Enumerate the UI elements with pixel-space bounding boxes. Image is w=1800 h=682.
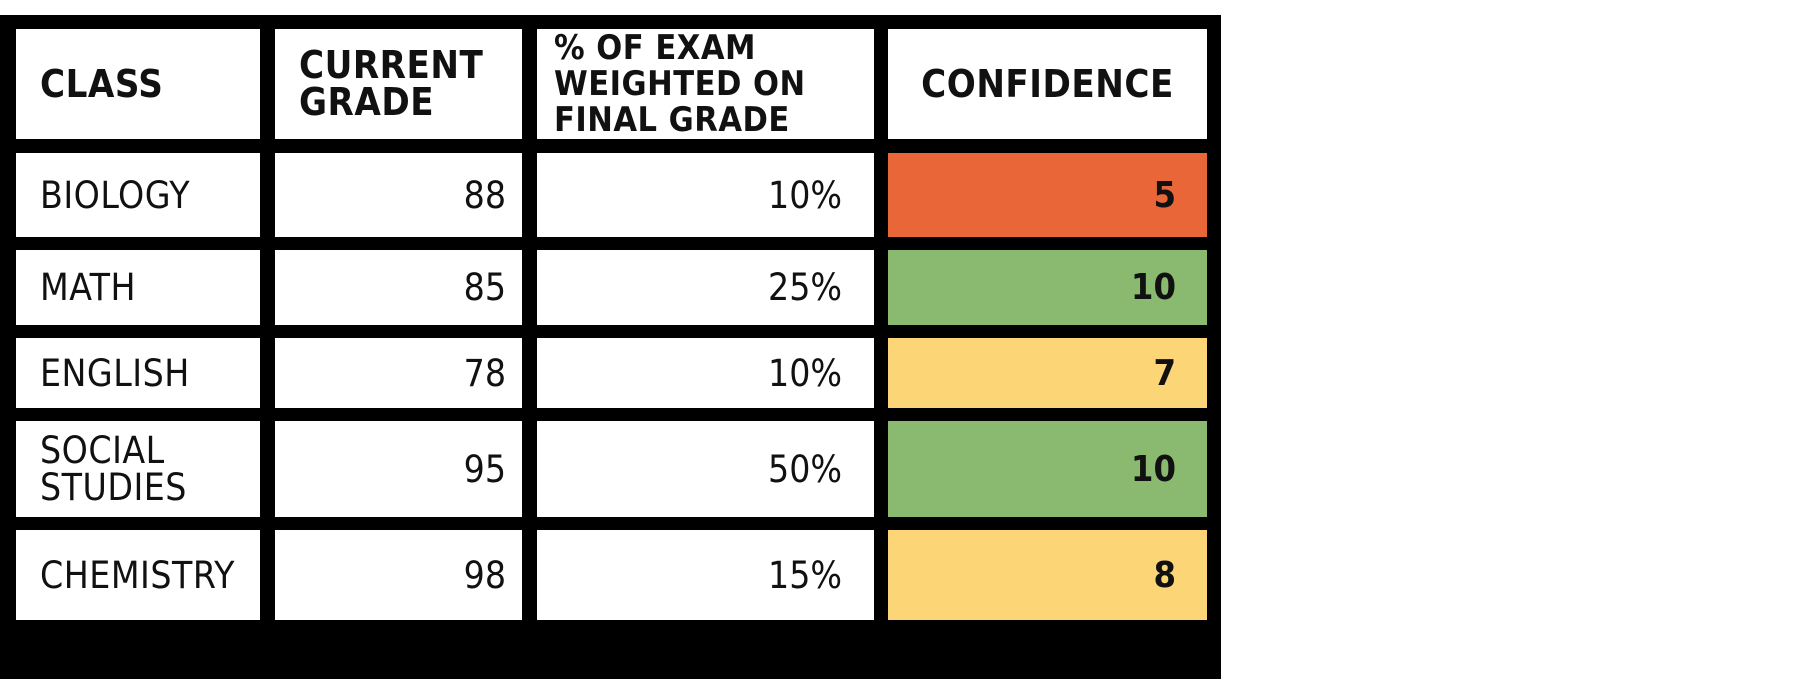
table-row-weight: 10%	[537, 338, 874, 408]
table-row-weight: 15%	[537, 530, 874, 620]
table-row-class: SOCIAL STUDIES	[16, 421, 260, 517]
table-row-confidence: 8	[888, 530, 1207, 620]
table-row-confidence: 10	[888, 250, 1207, 325]
table-row-confidence: 10	[888, 421, 1207, 517]
table-row-weight: 10%	[537, 153, 874, 237]
table-row-class: BIOLOGY	[16, 153, 260, 237]
table-row-grade: 85	[275, 250, 522, 325]
table-row-weight: 50%	[537, 421, 874, 517]
header-class: CLASS	[16, 29, 260, 139]
table-row-grade: 78	[275, 338, 522, 408]
header-current-grade: CURRENT GRADE	[275, 29, 522, 139]
table-row-class: MATH	[16, 250, 260, 325]
header-exam-weight: % OF EXAM WEIGHTED ON FINAL GRADE	[537, 29, 874, 139]
table-row-confidence: 5	[888, 153, 1207, 237]
table-row-weight: 25%	[537, 250, 874, 325]
table-row-grade: 98	[275, 530, 522, 620]
table-row-confidence: 7	[888, 338, 1207, 408]
grades-table: CLASS CURRENT GRADE % OF EXAM WEIGHTED O…	[0, 15, 1221, 679]
table-row-grade: 88	[275, 153, 522, 237]
table-row-grade: 95	[275, 421, 522, 517]
header-confidence: CONFIDENCE	[888, 29, 1207, 139]
table-row-class: ENGLISH	[16, 338, 260, 408]
table-row-class: CHEMISTRY	[16, 530, 260, 620]
